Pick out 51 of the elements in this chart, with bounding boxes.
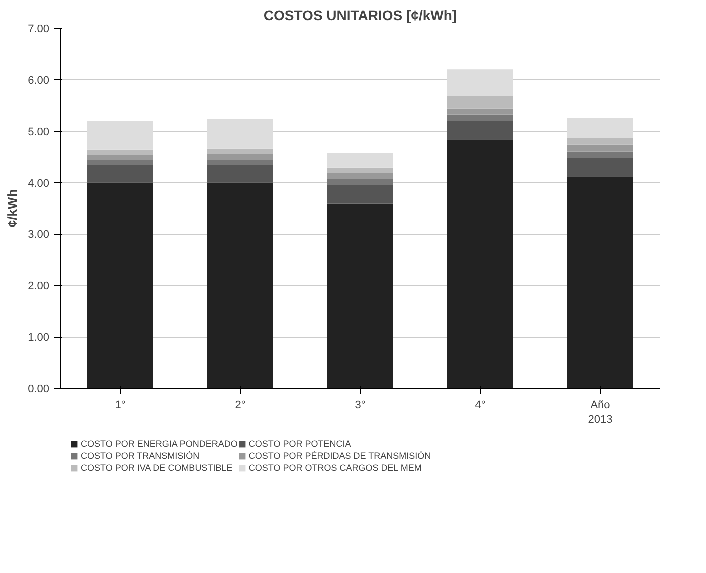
y-tick-label: 7.00	[28, 24, 50, 36]
bar	[568, 158, 634, 177]
bar	[208, 154, 274, 160]
bar	[448, 114, 514, 122]
x-tick-label: 1°	[115, 400, 126, 412]
y-axis-title: ¢/kWh	[5, 189, 20, 228]
bar	[208, 165, 274, 183]
bar	[208, 119, 274, 149]
bar	[568, 176, 634, 388]
bar	[448, 140, 514, 388]
bar	[88, 155, 154, 160]
bar	[88, 121, 154, 150]
y-tick-label: 1.00	[28, 332, 50, 344]
bar	[568, 118, 634, 139]
legend-label: COSTO POR PÉRDIDAS DE TRANSMISIÓN	[248, 450, 432, 462]
y-tick-label: 3.00	[28, 229, 50, 242]
bar	[448, 121, 514, 140]
bar	[568, 144, 634, 152]
x-tick-label: Año 2013	[588, 400, 613, 426]
bar	[88, 165, 154, 183]
legend-label: COSTO POR IVA DE COMBUSTIBLE	[81, 462, 233, 474]
bar	[328, 173, 394, 180]
bar	[208, 160, 274, 166]
bar	[328, 153, 394, 168]
bar	[88, 150, 154, 156]
bar	[328, 204, 394, 388]
bar	[328, 185, 394, 204]
y-tick-label: 4.00	[28, 178, 50, 190]
legend-label: COSTO POR OTROS CARGOS DEL MEM	[248, 462, 422, 474]
bar	[88, 182, 154, 388]
y-tick-label: 0.00	[28, 384, 50, 396]
bar	[328, 168, 394, 174]
bar	[568, 152, 634, 158]
bar	[208, 182, 274, 388]
legend-label: COSTO POR TRANSMISIÓN	[81, 450, 200, 462]
bar	[208, 148, 274, 154]
x-tick-label: 4°	[475, 400, 486, 412]
bar	[448, 108, 514, 115]
x-tick-label: 2°	[235, 400, 246, 412]
y-tick-label: 2.00	[28, 280, 50, 293]
y-tick-label: 6.00	[28, 74, 50, 87]
y-tick-label: 5.00	[28, 126, 50, 138]
x-tick-label: 3°	[355, 400, 366, 412]
bar	[448, 70, 514, 96]
bar	[448, 96, 514, 109]
bar	[568, 138, 634, 145]
bar	[88, 160, 154, 166]
bar	[328, 179, 394, 186]
chart-title: COSTOS UNITARIOS [¢/kWh]	[264, 8, 458, 24]
legend-label: COSTO POR POTENCIA	[248, 438, 352, 450]
legend-label: COSTO POR ENERGIA PONDERADO	[81, 438, 238, 450]
